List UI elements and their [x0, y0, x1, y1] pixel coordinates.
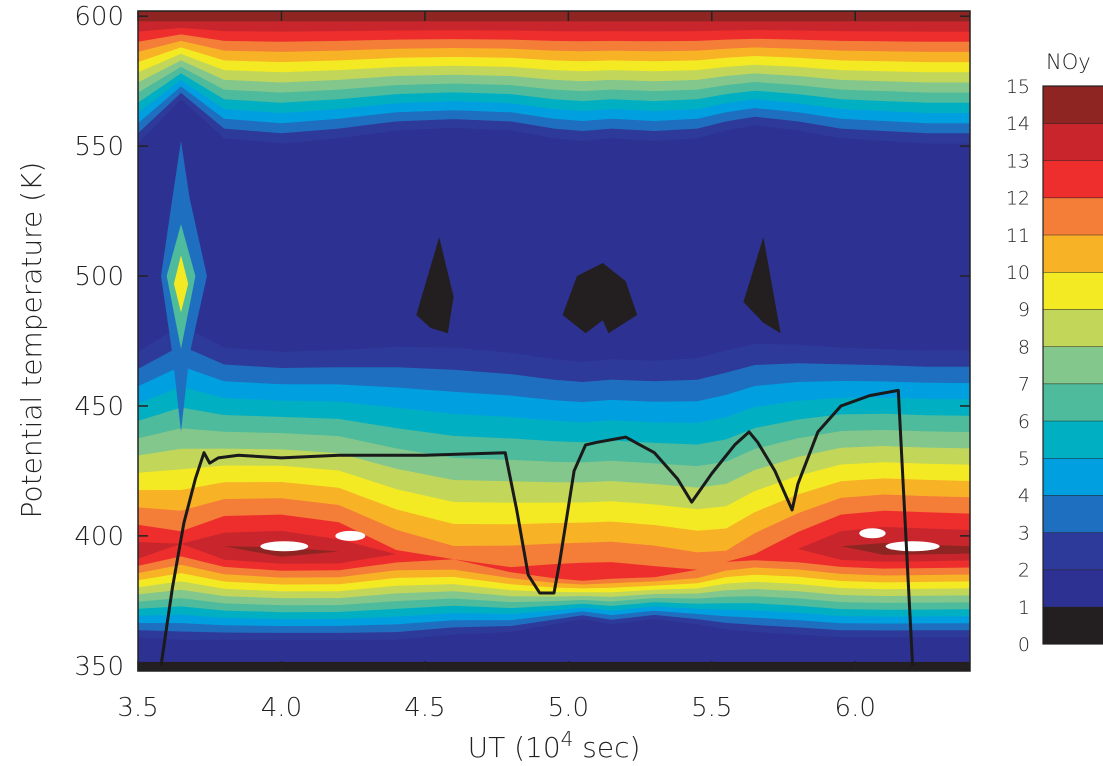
y-tick-label: 350 [74, 652, 124, 682]
colorbar-swatch [1043, 309, 1103, 347]
colorbar-swatch [1043, 346, 1103, 384]
colorbar-swatch [1043, 123, 1103, 161]
x-tick-label: 6.0 [835, 693, 876, 723]
colorbar-label: 0 [1018, 634, 1030, 656]
low-value-lobe [562, 263, 638, 334]
series-layer [159, 388, 915, 667]
colorbar-label: 14 [1006, 113, 1030, 135]
colorbar-label: 7 [1018, 374, 1030, 396]
plot-area [138, 11, 970, 671]
colorbar-label: 5 [1018, 448, 1030, 470]
theta-track-line [159, 388, 915, 667]
peak-hole [335, 530, 366, 541]
colorbar-label: 6 [1018, 411, 1030, 433]
x-tick-label: 4.5 [404, 693, 445, 723]
colorbar-swatch [1043, 197, 1103, 235]
colorbar-swatch [1043, 234, 1103, 272]
x-axis: 3.5 4.0 4.5 5.0 5.5 6.0 [117, 11, 971, 723]
contour-band-upper [138, 11, 970, 22]
colorbar-label: 15 [1006, 76, 1030, 98]
contour-bands [138, 11, 970, 671]
colorbar-title: NOy [1046, 50, 1091, 74]
colorbar-swatch [1043, 569, 1103, 607]
colorbar-frame [1042, 85, 1103, 645]
y-axis-label: Potential temperature (K) [15, 162, 48, 519]
y-tick-label: 600 [74, 2, 124, 32]
colorbar-swatch [1043, 606, 1103, 644]
y-axis: 350 400 450 500 550 600 [74, 2, 970, 682]
colorbar-label: 13 [1006, 150, 1030, 172]
x-axis-label: UT (104 sec) [468, 727, 641, 764]
colorbar-swatch [1043, 86, 1103, 124]
y-tick-label: 550 [74, 132, 124, 162]
floor-band [138, 661, 970, 671]
colorbar-label: 9 [1018, 299, 1030, 321]
y-tick-label: 450 [74, 392, 124, 422]
colorbar-swatch [1043, 458, 1103, 496]
low-value-lobe [416, 237, 454, 334]
peak-hole [885, 541, 940, 552]
colorbar-label: 2 [1018, 560, 1030, 582]
colorbar-swatch [1043, 160, 1103, 198]
x-tick-label: 5.0 [548, 693, 589, 723]
x-tick-label: 5.5 [691, 693, 732, 723]
x-tick-label: 3.5 [117, 693, 158, 723]
colorbar-label: 8 [1018, 336, 1030, 358]
colorbar-label: 10 [1006, 262, 1030, 284]
colorbar-label: 11 [1006, 225, 1030, 247]
x-tick-label: 4.0 [261, 693, 302, 723]
plume-core [173, 255, 189, 313]
colorbar-label: 1 [1018, 597, 1030, 619]
colorbar-swatch [1043, 495, 1103, 533]
contour-features [138, 140, 970, 671]
colorbar-swatch [1043, 383, 1103, 421]
peak-hole [260, 541, 309, 552]
low-value-lobe [743, 237, 781, 334]
contour-band-lower [138, 510, 970, 581]
colorbar-label: 12 [1006, 188, 1030, 210]
plot-frame [137, 10, 971, 672]
colorbar-swatch [1043, 532, 1103, 570]
peak-hole [859, 528, 886, 539]
y-tick-label: 400 [74, 522, 124, 552]
colorbar-label: 3 [1018, 522, 1030, 544]
colorbar-swatch [1043, 272, 1103, 310]
colorbar-swatch [1043, 420, 1103, 458]
colorbar-label: 4 [1018, 485, 1030, 507]
y-tick-label: 500 [74, 262, 124, 292]
